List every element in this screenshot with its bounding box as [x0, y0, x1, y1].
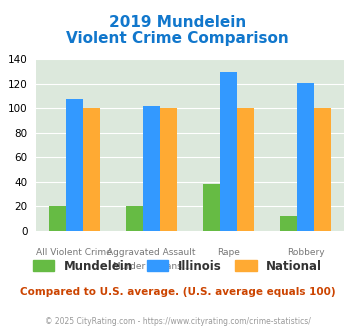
Bar [66, 99, 83, 231]
Text: Compared to U.S. average. (U.S. average equals 100): Compared to U.S. average. (U.S. average … [20, 287, 335, 297]
Bar [83, 109, 100, 231]
Bar [297, 83, 314, 231]
Bar [143, 106, 160, 231]
Bar [49, 207, 66, 231]
Text: 2019 Mundelein: 2019 Mundelein [109, 15, 246, 30]
Bar [203, 184, 220, 231]
Bar [220, 72, 237, 231]
Bar [160, 109, 177, 231]
Text: Murder & Mans...: Murder & Mans... [113, 262, 190, 271]
Text: Aggravated Assault: Aggravated Assault [107, 248, 196, 257]
Bar [126, 207, 143, 231]
Text: Rape: Rape [217, 248, 240, 257]
Legend: Mundelein, Illinois, National: Mundelein, Illinois, National [28, 255, 327, 278]
Text: All Violent Crime: All Violent Crime [36, 248, 112, 257]
Bar [237, 109, 254, 231]
Text: © 2025 CityRating.com - https://www.cityrating.com/crime-statistics/: © 2025 CityRating.com - https://www.city… [45, 317, 310, 326]
Text: Violent Crime Comparison: Violent Crime Comparison [66, 31, 289, 46]
Bar [280, 216, 297, 231]
Bar [314, 109, 331, 231]
Text: Robbery: Robbery [287, 248, 324, 257]
